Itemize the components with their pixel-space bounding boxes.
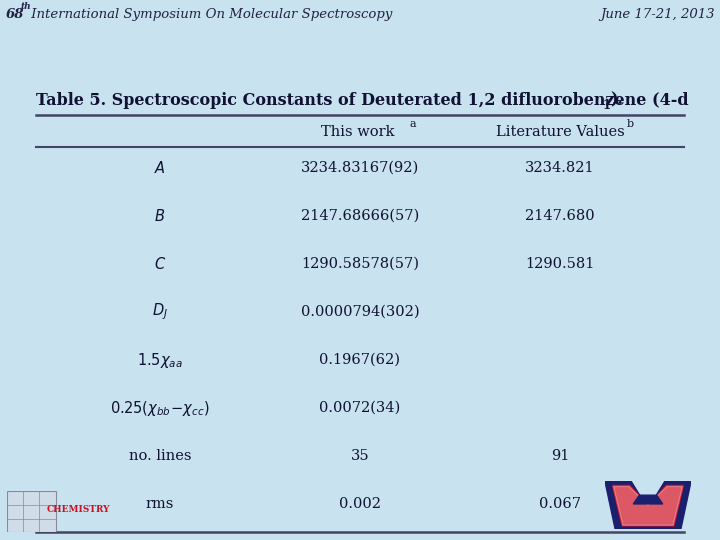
Text: 3234.83167(92): 3234.83167(92) [301,161,419,175]
Text: b: b [627,119,634,129]
Polygon shape [634,495,662,504]
Text: 1290.58578(57): 1290.58578(57) [301,257,419,271]
Text: 68: 68 [6,8,24,21]
Text: $\mathit{D}_\mathit{J}$: $\mathit{D}_\mathit{J}$ [152,302,168,322]
Text: June 17-21, 2013: June 17-21, 2013 [600,8,714,21]
Text: This work: This work [321,125,399,139]
Text: 1: 1 [603,99,611,112]
Text: $0.25(\chi_{bb}\!-\!\chi_{cc})$: $0.25(\chi_{bb}\!-\!\chi_{cc})$ [110,399,210,417]
Text: $\mathit{A}$: $\mathit{A}$ [154,160,166,176]
Text: a: a [410,119,417,129]
Text: 0.002: 0.002 [339,497,381,511]
Text: 0.1967(62): 0.1967(62) [320,353,400,367]
Text: Table 5. Spectroscopic Constants of Deuterated 1,2 difluorobenzene (4-d: Table 5. Spectroscopic Constants of Deut… [36,92,688,109]
Text: 2147.680: 2147.680 [525,209,595,223]
Text: no. lines: no. lines [129,449,192,463]
Text: Literature Values: Literature Values [495,125,624,139]
Text: ).: ). [610,92,623,109]
Text: $1.5\chi_{aa}$: $1.5\chi_{aa}$ [137,350,183,369]
Text: 35: 35 [351,449,369,463]
Text: International Symposium On Molecular Spectroscopy: International Symposium On Molecular Spe… [27,8,392,21]
Text: 1290.581: 1290.581 [526,257,595,271]
Text: $\mathit{C}$: $\mathit{C}$ [154,256,166,272]
Text: CHEMISTRY: CHEMISTRY [47,505,110,514]
Text: 2147.68666(57): 2147.68666(57) [301,209,419,223]
Text: 0.0072(34): 0.0072(34) [320,401,400,415]
Text: th: th [20,3,31,11]
Text: $\mathit{B}$: $\mathit{B}$ [154,208,166,224]
Polygon shape [613,485,683,526]
Text: rms: rms [146,497,174,511]
Text: 3234.821: 3234.821 [525,161,595,175]
Polygon shape [613,487,683,525]
Text: 91: 91 [551,449,570,463]
FancyBboxPatch shape [7,491,55,532]
Polygon shape [605,481,691,529]
Text: 0.067: 0.067 [539,497,581,511]
Text: 0.0000794(302): 0.0000794(302) [301,305,419,319]
